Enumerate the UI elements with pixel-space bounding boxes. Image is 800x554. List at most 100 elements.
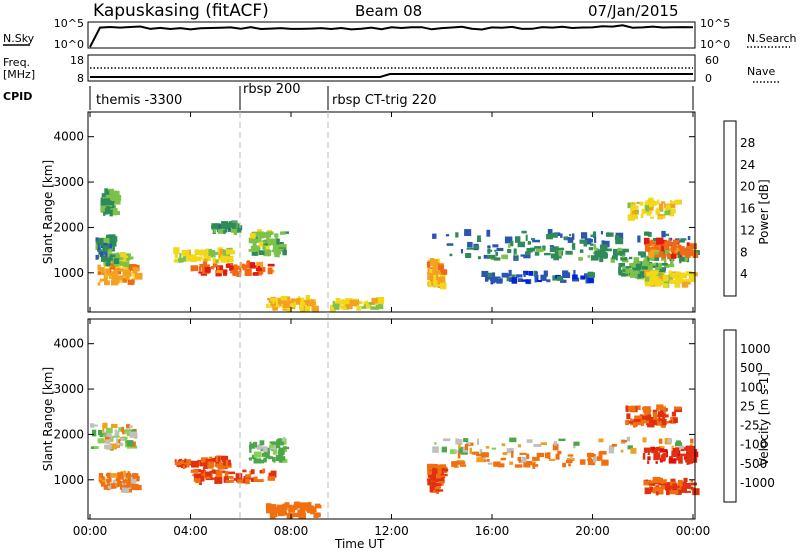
velocity-cell [217,466,222,470]
power-cell [513,248,517,255]
power-cell [427,271,433,276]
velocity-cell [280,459,288,463]
power-cell [618,269,626,276]
power-cell [449,253,453,257]
power-cell [669,279,676,284]
power-cell [464,229,472,236]
velocity-cell [689,456,698,463]
velocity-cell [657,452,660,457]
power-cell [116,254,123,260]
velocity-cell [657,421,662,426]
velocity-cell [224,470,229,478]
velocity-cell [671,411,676,417]
power-cell [361,306,367,309]
power-cell [124,272,132,277]
power-cell [653,243,656,246]
velocity-cell [272,456,276,462]
power-colorbar-tick: 12 [740,223,755,237]
velocity-cell [649,487,654,493]
velocity-cell [107,433,112,440]
velocity-cell [260,448,265,451]
velocity-cell [679,453,686,457]
velocity-cell [529,461,536,466]
velocity-cell [625,419,629,426]
power-cell [108,241,117,247]
power-cell [557,276,564,281]
velocity-cell [288,506,295,513]
velocity-cell [272,448,278,455]
power-cell [686,271,692,276]
velocity-cell [242,469,247,473]
power-cell [258,241,264,247]
power-cell [114,266,121,271]
velocity-cell [112,435,120,438]
power-cell [649,247,656,250]
power-cell [546,279,551,283]
power-cell [220,255,229,263]
time-tick-label: 12:00 [374,524,409,538]
power-cell [579,249,584,253]
velocity-cell [476,457,484,463]
power-cell [117,252,120,259]
velocity-cell [679,445,685,449]
power-cell [330,304,335,309]
velocity-cell [129,431,138,438]
power-cell [348,305,353,310]
velocity-cell [303,502,310,508]
velocity-cell [566,459,573,464]
power-cell [588,272,595,278]
power-heatmap [95,188,700,313]
power-cell [127,279,135,285]
velocity-cell [672,451,678,458]
velocity-cell [676,440,681,443]
power-cell [553,257,559,261]
power-cell [207,255,211,262]
power-cell [248,237,255,244]
velocity-panel-frame [87,318,696,520]
velocity-cell [517,444,522,448]
power-cell [516,274,523,278]
power-cell [677,244,682,249]
power-cell [562,270,569,278]
velocity-cell [626,413,631,420]
velocity-cell [130,476,137,484]
velocity-cell [667,438,673,444]
power-cell [114,190,120,196]
power-cell [429,273,432,278]
velocity-cell [472,451,479,455]
velocity-cell [659,487,664,495]
power-cell [651,273,659,280]
velocity-cell [670,478,676,482]
power-cell [223,224,230,229]
power-cell [532,239,540,243]
power-cell [239,267,242,274]
power-cell [125,276,130,280]
power-cell [343,300,347,305]
power-cell [670,254,677,259]
power-cell [681,281,689,288]
velocity-cell [108,477,112,482]
power-cell [615,237,624,245]
power-cell [97,249,101,252]
power-cell [614,235,620,241]
velocity-cell [253,441,258,448]
power-cell [677,239,685,243]
velocity-cell [200,469,206,476]
velocity-cell [201,457,209,463]
power-cell [112,272,119,278]
velocity-cell [106,479,111,484]
power-cell [665,244,668,247]
power-cell [687,249,693,256]
time-tick-label: 00:00 [73,524,108,538]
power-cell [190,256,197,263]
velocity-cell [223,461,226,464]
velocity-cell [103,434,106,438]
velocity-cell [655,461,658,464]
velocity-cell [257,444,262,450]
power-cell [569,233,572,237]
power-cell [216,270,224,274]
power-cell [544,252,551,256]
range-tick-label: 3000 [53,175,84,189]
velocity-cell [557,450,562,455]
